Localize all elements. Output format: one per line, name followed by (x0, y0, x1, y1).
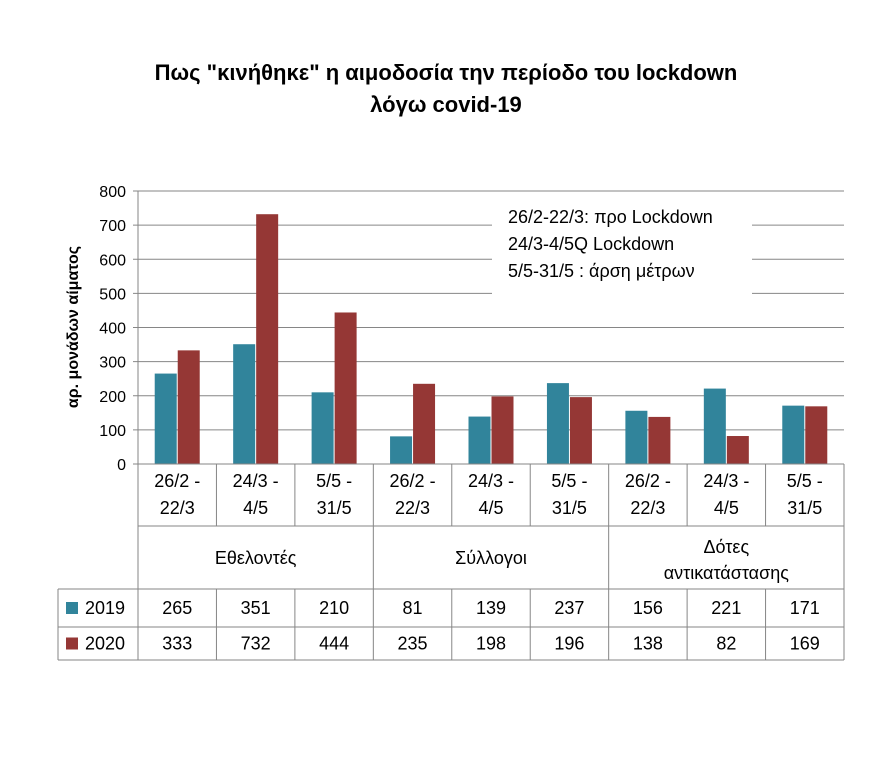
bar-2020 (491, 396, 514, 464)
category-label-line2: 4/5 (243, 498, 268, 518)
y-tick-label: 0 (117, 457, 126, 474)
table-cell: 221 (711, 598, 741, 618)
bar-2019 (625, 410, 648, 464)
chart-title-line1: Πως "κινήθηκε" η αιμοδοσία την περίοδο τ… (155, 60, 738, 85)
chart-title-line2: λόγω covid-19 (370, 92, 522, 117)
table-cell: 333 (162, 634, 192, 654)
bar-2020 (177, 350, 200, 464)
bar-2019 (546, 383, 569, 464)
bar-2019 (311, 392, 334, 464)
annotation-box (492, 198, 752, 294)
bar-2020 (805, 406, 828, 464)
y-tick-label: 700 (99, 218, 126, 235)
category-label-line1: 5/5 - (316, 471, 352, 491)
category-label-line2: 31/5 (552, 498, 587, 518)
legend-label-2019: 2019 (85, 598, 125, 618)
bar-2019 (390, 436, 413, 464)
category-label-line1: 26/2 - (390, 471, 436, 491)
annotation-line-1: 26/2-22/3: προ Lockdown (508, 207, 713, 227)
bar-2019 (468, 416, 491, 464)
group-label: Σύλλογοι (455, 548, 527, 568)
y-tick-label: 800 (99, 184, 126, 201)
table-cell: 444 (319, 634, 349, 654)
table-cell: 196 (554, 634, 584, 654)
table-cell: 265 (162, 598, 192, 618)
bar-2019 (782, 405, 805, 464)
bar-2020 (569, 397, 592, 464)
category-label-line2: 31/5 (317, 498, 352, 518)
data-table: 26/2 - 22/3 24/3 - 4/5 5/5 - 31/5 26/2 - 22/3 24… (57, 463, 845, 661)
group-label: Εθελοντές (215, 548, 297, 568)
category-label-line1: 26/2 - (154, 471, 200, 491)
table-cell: 169 (790, 634, 820, 654)
y-axis: 0 100 200 300 400 500 600 700 800 (99, 184, 139, 474)
table-cell: 156 (633, 598, 663, 618)
bar-2020 (726, 436, 749, 464)
y-tick-label: 200 (99, 389, 126, 406)
category-label-line1: 26/2 - (625, 471, 671, 491)
bar-2020 (648, 416, 671, 464)
category-label-line1: 5/5 - (551, 471, 587, 491)
table-cell: 237 (554, 598, 584, 618)
table-cell: 210 (319, 598, 349, 618)
table-cell: 81 (403, 598, 423, 618)
bar-2020 (413, 383, 436, 464)
bar-2019 (233, 344, 256, 464)
bars (154, 214, 828, 464)
category-label-line1: 5/5 - (787, 471, 823, 491)
y-tick-label: 600 (99, 252, 126, 269)
legend-swatch-2019 (66, 602, 78, 614)
table-cell: 139 (476, 598, 506, 618)
category-label-line2: 22/3 (395, 498, 430, 518)
y-tick-label: 400 (99, 321, 126, 338)
legend-label-2020: 2020 (85, 634, 125, 654)
category-label-line2: 4/5 (714, 498, 739, 518)
category-label-line2: 31/5 (787, 498, 822, 518)
bar-2020 (334, 312, 357, 464)
annotation-line-2: 24/3-4/5Q Lockdown (508, 234, 674, 254)
bar-2019 (703, 388, 726, 464)
category-label-line1: 24/3 - (468, 471, 514, 491)
table-cell: 138 (633, 634, 663, 654)
table-cell: 82 (716, 634, 736, 654)
category-label-line1: 24/3 - (703, 471, 749, 491)
category-label-line2: 22/3 (160, 498, 195, 518)
category-label-line1: 24/3 - (233, 471, 279, 491)
category-label-line2: 22/3 (630, 498, 665, 518)
table-cell: 171 (790, 598, 820, 618)
y-tick-label: 100 (99, 423, 126, 440)
table-cell: 732 (241, 634, 271, 654)
table-cell: 235 (398, 634, 428, 654)
group-label-line1: Δότες (704, 537, 750, 557)
category-label-line2: 4/5 (478, 498, 503, 518)
legend-swatch-2020 (66, 637, 78, 650)
bar-2020 (256, 214, 279, 464)
table-cell: 198 (476, 634, 506, 654)
gridlines (138, 190, 844, 465)
y-axis-label: αρ. μονάδων αίματος (65, 246, 82, 408)
group-label-line2: αντικατάστασης (664, 563, 789, 583)
y-tick-label: 300 (99, 355, 126, 372)
bar-2019 (154, 373, 177, 464)
table-cell: 351 (241, 598, 271, 618)
y-tick-label: 500 (99, 286, 126, 303)
annotation-line-3: 5/5-31/5 : άρση μέτρων (508, 261, 695, 281)
